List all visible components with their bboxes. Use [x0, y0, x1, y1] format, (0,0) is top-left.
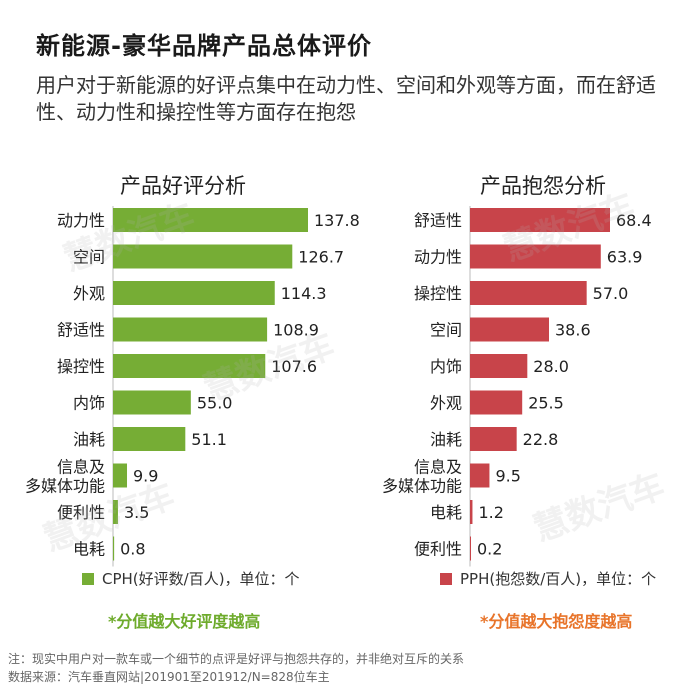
positive-value-label-4: 107.6: [271, 357, 317, 376]
positive-bar-2: [113, 281, 275, 305]
negative-category-label-3: 空间: [430, 321, 462, 340]
negative-category-label-9: 便利性: [414, 540, 462, 559]
positive-category-label-1: 空间: [73, 248, 105, 267]
positive-category-label-4: 操控性: [57, 357, 105, 376]
negative-value-label-0: 68.4: [616, 211, 652, 230]
positive-value-label-2: 114.3: [281, 284, 327, 303]
negative-category-label-0: 舒适性: [414, 211, 462, 230]
page-subtitle: 用户对于新能源的好评点集中在动力性、空间和外观等方面，而在舒适性、动力性和操控性…: [36, 73, 656, 124]
negative-bar-6: [470, 427, 517, 451]
positive-bar-4: [113, 354, 266, 378]
positive-category-label-2: 外观: [73, 284, 105, 303]
negative-value-label-5: 25.5: [528, 394, 564, 413]
footnote-source: 数据来源：汽车垂直网站|201901至201912/N=828位车主: [8, 670, 330, 684]
positive-category-label-8: 便利性: [57, 503, 105, 522]
negative-bar-1: [470, 244, 601, 269]
negative-category-label-8: 电耗: [430, 503, 462, 522]
negative-value-label-1: 63.9: [607, 248, 643, 267]
negative-bar-2: [470, 281, 587, 305]
positive-category-label-7: 信息及多媒体功能: [25, 458, 105, 496]
negative-value-label-7: 9.5: [495, 467, 520, 486]
negative-value-label-8: 1.2: [478, 503, 503, 522]
positive-value-label-1: 126.7: [298, 248, 344, 267]
positive-legend-swatch: [82, 572, 94, 585]
positive-value-label-6: 51.1: [191, 430, 227, 449]
positive-value-label-9: 0.8: [120, 540, 145, 559]
negative-value-label-4: 28.0: [533, 357, 569, 376]
footnote-disclaimer: 注：现实中用户对一款车或一个细节的点评是好评与抱怨共存的，并非绝对互斥的关系: [8, 652, 465, 666]
positive-category-label-0: 动力性: [57, 211, 105, 230]
negative-category-label-7: 信息及多媒体功能: [382, 458, 462, 496]
positive-category-label-3: 舒适性: [57, 321, 105, 340]
positive-bar-7: [113, 463, 128, 488]
positive-legend: CPH(好评数/百人)，单位：个: [82, 568, 300, 589]
positive-category-label-6: 油耗: [73, 430, 105, 449]
positive-value-label-0: 137.8: [314, 211, 360, 230]
negative-bar-3: [470, 317, 550, 342]
positive-category-label-9: 电耗: [73, 540, 105, 559]
positive-bar-3: [113, 317, 268, 342]
negative-bar-0: [470, 208, 610, 232]
positive-bar-6: [113, 427, 186, 451]
negative-bar-8: [470, 500, 473, 524]
positive-bar-9: [113, 536, 115, 561]
page-title: 新能源-豪华品牌产品总体评价: [36, 32, 372, 60]
positive-bar-0: [113, 208, 308, 232]
positive-legend-label: CPH(好评数/百人)，单位：个: [102, 570, 300, 588]
negative-note: *分值越大抱怨度越高: [480, 612, 633, 631]
negative-bar-4: [470, 354, 528, 378]
negative-category-label-6: 油耗: [430, 430, 462, 449]
negative-value-label-6: 22.8: [523, 430, 559, 449]
negative-legend-label: PPH(抱怨数/百人)，单位：个: [460, 570, 657, 588]
negative-category-label-4: 内饰: [430, 357, 462, 376]
negative-category-label-1: 动力性: [414, 248, 462, 267]
positive-value-label-5: 55.0: [197, 394, 233, 413]
positive-bar-5: [113, 390, 191, 415]
negative-value-label-3: 38.6: [555, 321, 591, 340]
negative-legend-swatch: [440, 572, 452, 585]
positive-value-label-7: 9.9: [133, 467, 158, 486]
positive-note: *分值越大好评度越高: [108, 612, 261, 631]
negative-category-label-2: 操控性: [414, 284, 462, 303]
negative-bar-7: [470, 463, 490, 488]
positive-value-label-3: 108.9: [273, 321, 319, 340]
negative-bar-9: [470, 536, 471, 561]
positive-bar-1: [113, 244, 293, 269]
negative-value-label-9: 0.2: [477, 540, 502, 559]
negative-bar-5: [470, 390, 523, 415]
negative-category-label-5: 外观: [430, 394, 462, 413]
positive-category-label-5: 内饰: [73, 394, 105, 413]
negative-value-label-2: 57.0: [593, 284, 629, 303]
positive-bar-8: [113, 500, 118, 524]
positive-chart-title: 产品好评分析: [120, 174, 246, 198]
negative-legend: PPH(抱怨数/百人)，单位：个: [440, 568, 656, 589]
positive-value-label-8: 3.5: [124, 503, 149, 522]
negative-chart-title: 产品抱怨分析: [480, 174, 606, 198]
